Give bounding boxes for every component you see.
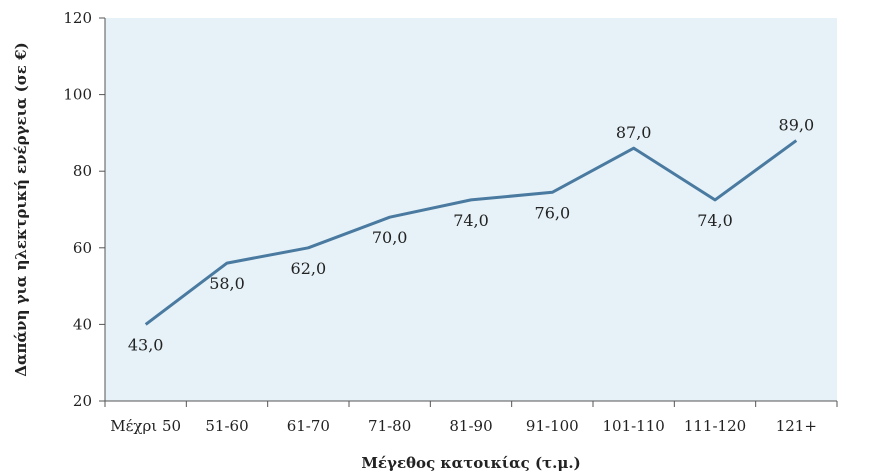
- y-tick-label: 20: [73, 392, 92, 410]
- y-tick-label: 60: [73, 239, 92, 257]
- y-axis-title: Δαπάνη για ηλεκτρική ενέργεια (σε €): [12, 42, 30, 376]
- data-label: 74,0: [697, 211, 733, 230]
- y-axis: 20 40 60 80 100 120: [63, 9, 106, 410]
- x-axis-title: Μέγεθος κατοικίας (τ.μ.): [361, 454, 580, 472]
- plot-area: [105, 18, 837, 401]
- data-label: 62,0: [291, 259, 327, 278]
- data-label: 70,0: [372, 228, 408, 247]
- y-tick-label: 40: [73, 315, 92, 333]
- x-tick-label: 111-120: [684, 417, 746, 435]
- data-label: 76,0: [535, 203, 571, 222]
- x-tick-label: 81-90: [449, 417, 492, 435]
- y-tick-label: 80: [73, 162, 92, 180]
- data-label: 74,0: [453, 211, 489, 230]
- data-labels: 43,0 58,0 62,0 70,0 74,0 76,0 87,0 74,0 89,0: [128, 116, 814, 355]
- x-tick-label: Μέχρι 50: [110, 417, 181, 435]
- x-tick-label: 91-100: [526, 417, 579, 435]
- x-tick-label: 101-110: [602, 417, 664, 435]
- x-tick-label: 121+: [776, 417, 817, 435]
- y-tick-label: 100: [63, 86, 92, 104]
- data-label: 89,0: [779, 116, 815, 135]
- y-tick-label: 120: [63, 9, 92, 27]
- x-tick-label: 71-80: [368, 417, 411, 435]
- data-label: 58,0: [209, 274, 245, 293]
- data-label: 87,0: [616, 123, 652, 142]
- series-line: [144, 139, 798, 326]
- x-tick-label: 61-70: [287, 417, 330, 435]
- x-axis: Μέχρι 50 51-60 61-70 71-80 81-90 91-100 101-11…: [104, 400, 838, 435]
- data-label: 43,0: [128, 335, 164, 354]
- x-tick-label: 51-60: [205, 417, 248, 435]
